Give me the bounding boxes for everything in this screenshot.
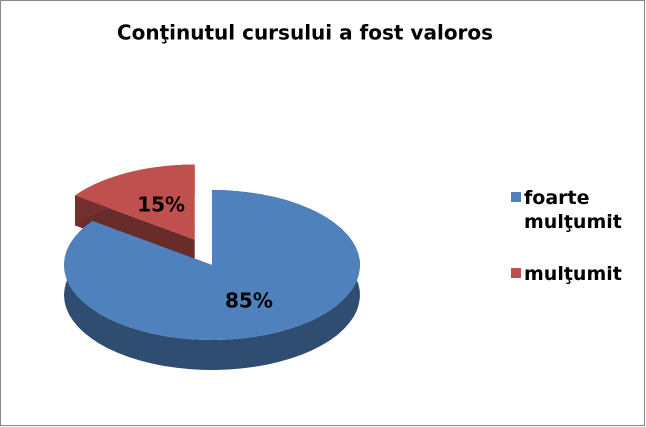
chart-title: Conţinutul cursului a fost valoros: [117, 21, 493, 45]
slice: [75, 164, 195, 240]
legend-swatch: [511, 192, 521, 202]
slice: [64, 190, 360, 340]
legend-label: foarte mulţumit: [524, 187, 622, 233]
data-label: 85%: [225, 288, 273, 312]
legend-swatch: [511, 268, 521, 278]
legend-label: mulţumit: [524, 263, 622, 285]
data-label: 15%: [137, 193, 185, 217]
